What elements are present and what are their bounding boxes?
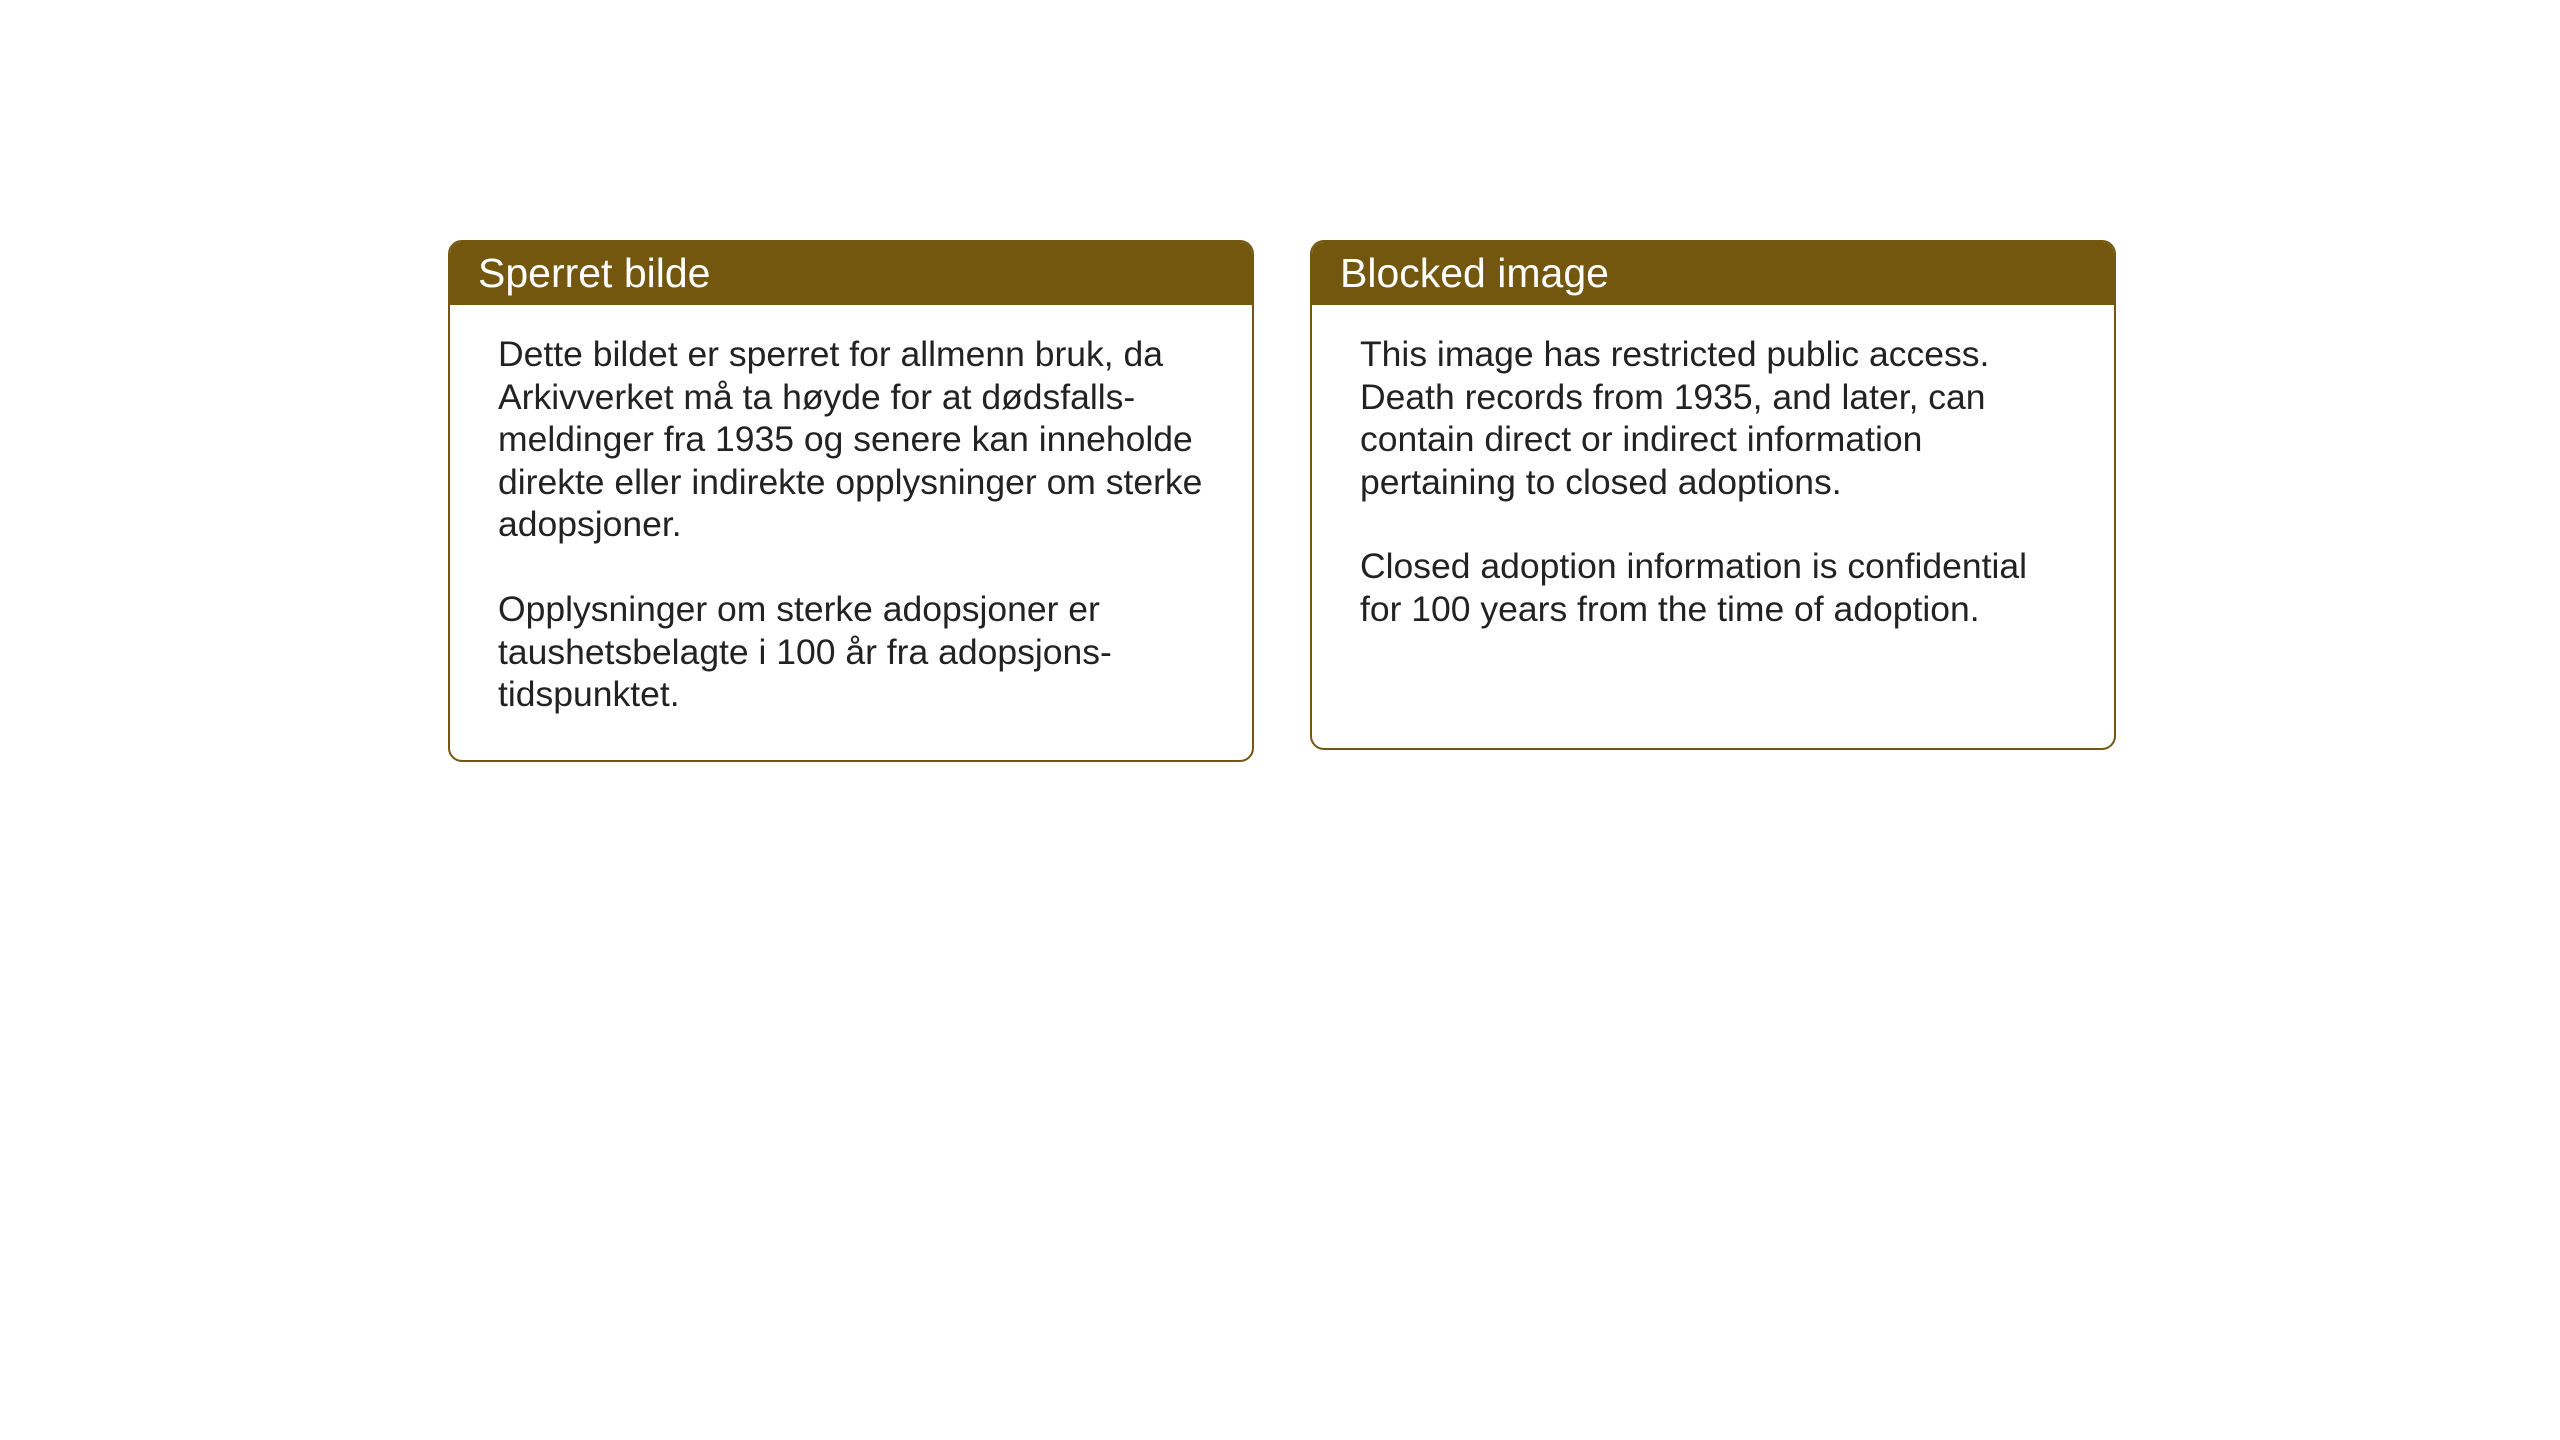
card-paragraph-2-norwegian: Opplysninger om sterke adopsjoner er tau…	[498, 588, 1204, 716]
card-title-english: Blocked image	[1340, 250, 1609, 296]
card-paragraph-2-english: Closed adoption information is confident…	[1360, 545, 2066, 630]
card-header-english: Blocked image	[1312, 242, 2114, 305]
card-paragraph-1-english: This image has restricted public access.…	[1360, 333, 2066, 503]
card-body-english: This image has restricted public access.…	[1312, 305, 2114, 675]
card-body-norwegian: Dette bildet er sperret for allmenn bruk…	[450, 305, 1252, 760]
notice-card-norwegian: Sperret bilde Dette bildet er sperret fo…	[448, 240, 1254, 762]
notice-cards-container: Sperret bilde Dette bildet er sperret fo…	[0, 0, 2560, 762]
card-title-norwegian: Sperret bilde	[478, 250, 710, 296]
notice-card-english: Blocked image This image has restricted …	[1310, 240, 2116, 750]
card-paragraph-1-norwegian: Dette bildet er sperret for allmenn bruk…	[498, 333, 1204, 546]
card-header-norwegian: Sperret bilde	[450, 242, 1252, 305]
